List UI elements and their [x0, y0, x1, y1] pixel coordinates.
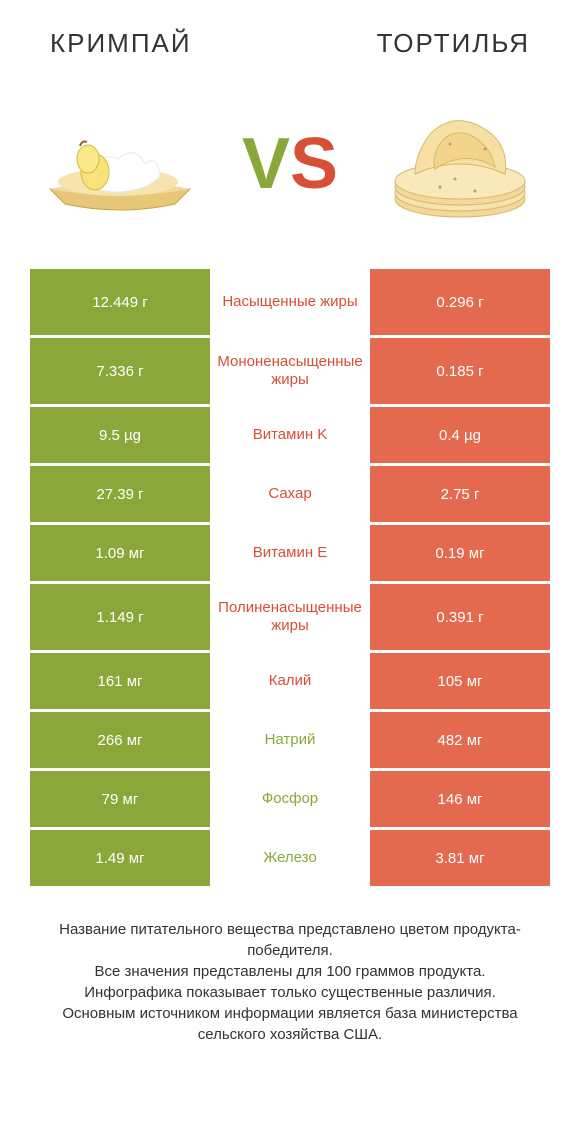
- right-value-cell: 3.81 мг: [370, 830, 550, 886]
- left-value-cell: 1.09 мг: [30, 525, 210, 581]
- nutrient-label: Витамин K: [210, 407, 370, 463]
- tortilla-icon: [380, 99, 540, 229]
- left-value-cell: 161 мг: [30, 653, 210, 709]
- table-row: 1.49 мгЖелезо3.81 мг: [30, 830, 550, 886]
- left-value-cell: 27.39 г: [30, 466, 210, 522]
- footer-line: Основным источником информации является …: [30, 1003, 550, 1045]
- table-row: 79 мгФосфор146 мг: [30, 771, 550, 827]
- right-value-cell: 482 мг: [370, 712, 550, 768]
- footer-line: Все значения представлены для 100 граммо…: [30, 961, 550, 982]
- table-row: 27.39 гСахар2.75 г: [30, 466, 550, 522]
- nutrient-label: Натрий: [210, 712, 370, 768]
- nutrient-label: Калий: [210, 653, 370, 709]
- left-food-title: Кримпай: [50, 28, 192, 59]
- table-row: 9.5 µgВитамин K0.4 µg: [30, 407, 550, 463]
- nutrient-label: Железо: [210, 830, 370, 886]
- right-value-cell: 0.391 г: [370, 584, 550, 650]
- vs-s: S: [290, 124, 338, 204]
- left-value-cell: 1.149 г: [30, 584, 210, 650]
- right-value-cell: 2.75 г: [370, 466, 550, 522]
- right-value-cell: 0.4 µg: [370, 407, 550, 463]
- left-value-cell: 12.449 г: [30, 269, 210, 335]
- nutrient-label: Фосфор: [210, 771, 370, 827]
- left-value-cell: 79 мг: [30, 771, 210, 827]
- right-value-cell: 0.296 г: [370, 269, 550, 335]
- left-value-cell: 1.49 мг: [30, 830, 210, 886]
- nutrient-label: Насыщенные жиры: [210, 269, 370, 335]
- footer-note: Название питательного вещества представл…: [0, 889, 580, 1045]
- left-value-cell: 7.336 г: [30, 338, 210, 404]
- left-food-image: [40, 94, 200, 234]
- right-food-title: Тортилья: [377, 28, 530, 59]
- nutrient-label: Сахар: [210, 466, 370, 522]
- nutrient-label: Витамин E: [210, 525, 370, 581]
- right-value-cell: 0.185 г: [370, 338, 550, 404]
- right-value-cell: 105 мг: [370, 653, 550, 709]
- table-row: 7.336 гМононенасыщенные жиры0.185 г: [30, 338, 550, 404]
- nutrient-label: Полиненасыщенные жиры: [210, 584, 370, 650]
- right-food-image: [380, 94, 540, 234]
- left-value-cell: 266 мг: [30, 712, 210, 768]
- table-row: 1.149 гПолиненасыщенные жиры0.391 г: [30, 584, 550, 650]
- vs-label: VS: [242, 123, 338, 205]
- table-row: 12.449 гНасыщенные жиры0.296 г: [30, 269, 550, 335]
- footer-line: Инфографика показывает только существенн…: [30, 982, 550, 1003]
- header: Кримпай Тортилья: [0, 0, 580, 69]
- table-row: 266 мгНатрий482 мг: [30, 712, 550, 768]
- cream-pie-icon: [40, 104, 200, 224]
- right-value-cell: 146 мг: [370, 771, 550, 827]
- images-row: VS: [0, 69, 580, 269]
- footer-line: Название питательного вещества представл…: [30, 919, 550, 961]
- comparison-table: 12.449 гНасыщенные жиры0.296 г7.336 гМон…: [0, 269, 580, 886]
- table-row: 161 мгКалий105 мг: [30, 653, 550, 709]
- nutrient-label: Мононенасыщенные жиры: [210, 338, 370, 404]
- vs-v: V: [242, 124, 290, 204]
- right-value-cell: 0.19 мг: [370, 525, 550, 581]
- table-row: 1.09 мгВитамин E0.19 мг: [30, 525, 550, 581]
- left-value-cell: 9.5 µg: [30, 407, 210, 463]
